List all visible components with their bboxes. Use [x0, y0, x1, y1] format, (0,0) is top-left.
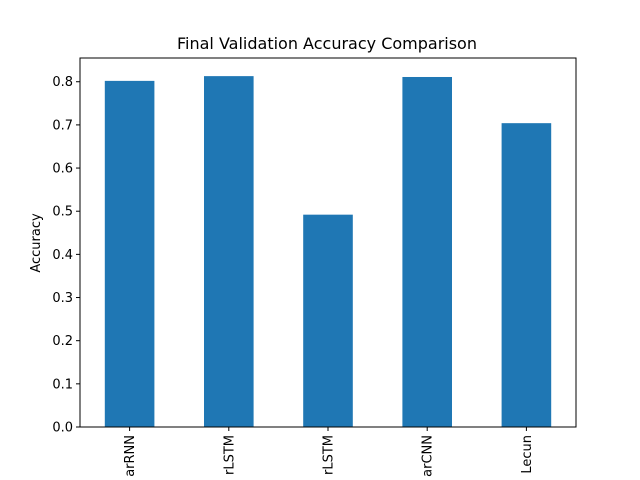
y-tick-label-5: 0.4 [52, 248, 73, 263]
y-tick-label-7: 0.6 [52, 162, 73, 177]
x-tick-label-4: arCNN [421, 435, 436, 477]
bar-1 [104, 80, 155, 427]
x-tick-label-5: Lecun [520, 435, 535, 474]
bar-3 [303, 214, 353, 427]
x-tick-label-3: rLSTM [322, 435, 337, 475]
y-tick-label-2: 0.1 [52, 377, 73, 392]
chart-title: Final Validation Accuracy Comparison [177, 34, 477, 53]
bar-5 [501, 123, 552, 427]
bar-2 [204, 76, 254, 427]
y-tick-label-9: 0.8 [52, 75, 73, 90]
bars-group [104, 76, 552, 427]
y-tick-label-6: 0.5 [52, 205, 73, 220]
y-tick-label-4: 0.3 [52, 291, 73, 306]
y-axis-label: Accuracy [29, 213, 44, 273]
plot-frame [79, 57, 577, 428]
bar-4 [402, 76, 452, 427]
x-axis: arRNN rLSTM rLSTM arCNN Lecun [123, 427, 535, 477]
x-tick-label-2: rLSTM [222, 435, 237, 475]
y-tick-label-1: 0.0 [52, 421, 73, 436]
y-tick-label-8: 0.7 [52, 118, 73, 133]
x-tick-label-1: arRNN [123, 435, 138, 477]
y-axis: 0.0 0.1 0.2 0.3 0.4 0.5 0.6 0.7 0.8 [52, 75, 80, 436]
y-tick-label-3: 0.2 [52, 334, 73, 349]
